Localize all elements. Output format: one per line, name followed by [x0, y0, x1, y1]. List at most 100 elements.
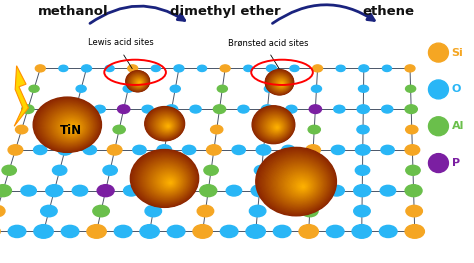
Ellipse shape	[331, 145, 345, 154]
Ellipse shape	[262, 114, 288, 138]
Ellipse shape	[295, 180, 309, 192]
Ellipse shape	[329, 185, 344, 196]
Ellipse shape	[134, 78, 144, 87]
Ellipse shape	[164, 178, 175, 186]
Ellipse shape	[46, 107, 92, 145]
Ellipse shape	[151, 65, 160, 72]
Ellipse shape	[55, 115, 86, 139]
Ellipse shape	[65, 123, 79, 134]
Ellipse shape	[164, 123, 171, 129]
Ellipse shape	[2, 165, 16, 175]
Ellipse shape	[280, 83, 283, 85]
Ellipse shape	[157, 145, 172, 155]
Ellipse shape	[154, 169, 182, 193]
Ellipse shape	[8, 225, 26, 237]
Ellipse shape	[289, 175, 313, 195]
Ellipse shape	[220, 65, 230, 72]
Ellipse shape	[277, 80, 285, 87]
Ellipse shape	[103, 165, 117, 175]
Ellipse shape	[144, 160, 190, 199]
Ellipse shape	[255, 108, 293, 142]
Ellipse shape	[428, 43, 448, 62]
Ellipse shape	[256, 145, 271, 155]
Ellipse shape	[296, 181, 308, 191]
Ellipse shape	[334, 105, 345, 113]
Ellipse shape	[190, 105, 201, 113]
Ellipse shape	[258, 149, 335, 214]
Ellipse shape	[138, 81, 141, 84]
Ellipse shape	[135, 78, 144, 86]
Ellipse shape	[278, 81, 285, 87]
Ellipse shape	[143, 159, 190, 200]
Ellipse shape	[153, 168, 183, 194]
Ellipse shape	[301, 185, 305, 188]
Ellipse shape	[265, 70, 293, 95]
Ellipse shape	[37, 100, 99, 150]
Ellipse shape	[161, 120, 173, 131]
Ellipse shape	[232, 145, 246, 154]
Ellipse shape	[301, 205, 318, 217]
Ellipse shape	[292, 177, 311, 194]
Ellipse shape	[153, 113, 179, 136]
Ellipse shape	[263, 153, 331, 211]
Ellipse shape	[162, 121, 173, 130]
Ellipse shape	[156, 117, 176, 134]
Ellipse shape	[280, 82, 283, 85]
Ellipse shape	[57, 116, 85, 138]
Polygon shape	[14, 66, 28, 126]
Ellipse shape	[260, 112, 290, 139]
Ellipse shape	[137, 80, 142, 85]
Ellipse shape	[273, 76, 289, 90]
Ellipse shape	[52, 112, 88, 141]
Ellipse shape	[264, 154, 331, 211]
Ellipse shape	[269, 158, 328, 208]
Ellipse shape	[76, 85, 86, 92]
Ellipse shape	[137, 81, 142, 84]
Ellipse shape	[280, 82, 284, 86]
Ellipse shape	[380, 225, 397, 237]
Ellipse shape	[49, 110, 90, 143]
Text: Si: Si	[452, 48, 464, 58]
Ellipse shape	[145, 107, 184, 141]
Ellipse shape	[268, 119, 284, 134]
Ellipse shape	[135, 79, 143, 86]
Ellipse shape	[286, 105, 297, 113]
Ellipse shape	[264, 116, 286, 136]
Ellipse shape	[254, 107, 294, 143]
Ellipse shape	[276, 127, 278, 128]
Ellipse shape	[93, 205, 109, 217]
Ellipse shape	[0, 185, 11, 197]
Ellipse shape	[148, 164, 186, 196]
Ellipse shape	[249, 205, 266, 217]
Ellipse shape	[62, 119, 82, 136]
Ellipse shape	[165, 123, 171, 128]
Ellipse shape	[253, 106, 294, 143]
Ellipse shape	[55, 114, 87, 140]
Ellipse shape	[50, 111, 90, 142]
Ellipse shape	[22, 105, 34, 113]
Ellipse shape	[270, 122, 282, 132]
Ellipse shape	[131, 75, 146, 88]
Ellipse shape	[167, 225, 185, 237]
Ellipse shape	[266, 118, 285, 135]
Ellipse shape	[271, 74, 290, 92]
Ellipse shape	[273, 161, 325, 206]
Ellipse shape	[262, 114, 288, 137]
Ellipse shape	[161, 174, 178, 189]
Ellipse shape	[132, 76, 146, 88]
Ellipse shape	[70, 126, 76, 131]
Ellipse shape	[165, 105, 178, 113]
Ellipse shape	[114, 225, 132, 237]
Ellipse shape	[133, 152, 197, 205]
Ellipse shape	[284, 171, 317, 198]
Ellipse shape	[217, 85, 228, 92]
Ellipse shape	[198, 65, 207, 72]
Ellipse shape	[275, 78, 287, 88]
Ellipse shape	[162, 175, 177, 188]
Ellipse shape	[273, 162, 324, 205]
Ellipse shape	[281, 83, 283, 85]
Ellipse shape	[149, 110, 182, 138]
Ellipse shape	[275, 163, 323, 204]
Ellipse shape	[200, 185, 217, 197]
Ellipse shape	[164, 177, 175, 187]
